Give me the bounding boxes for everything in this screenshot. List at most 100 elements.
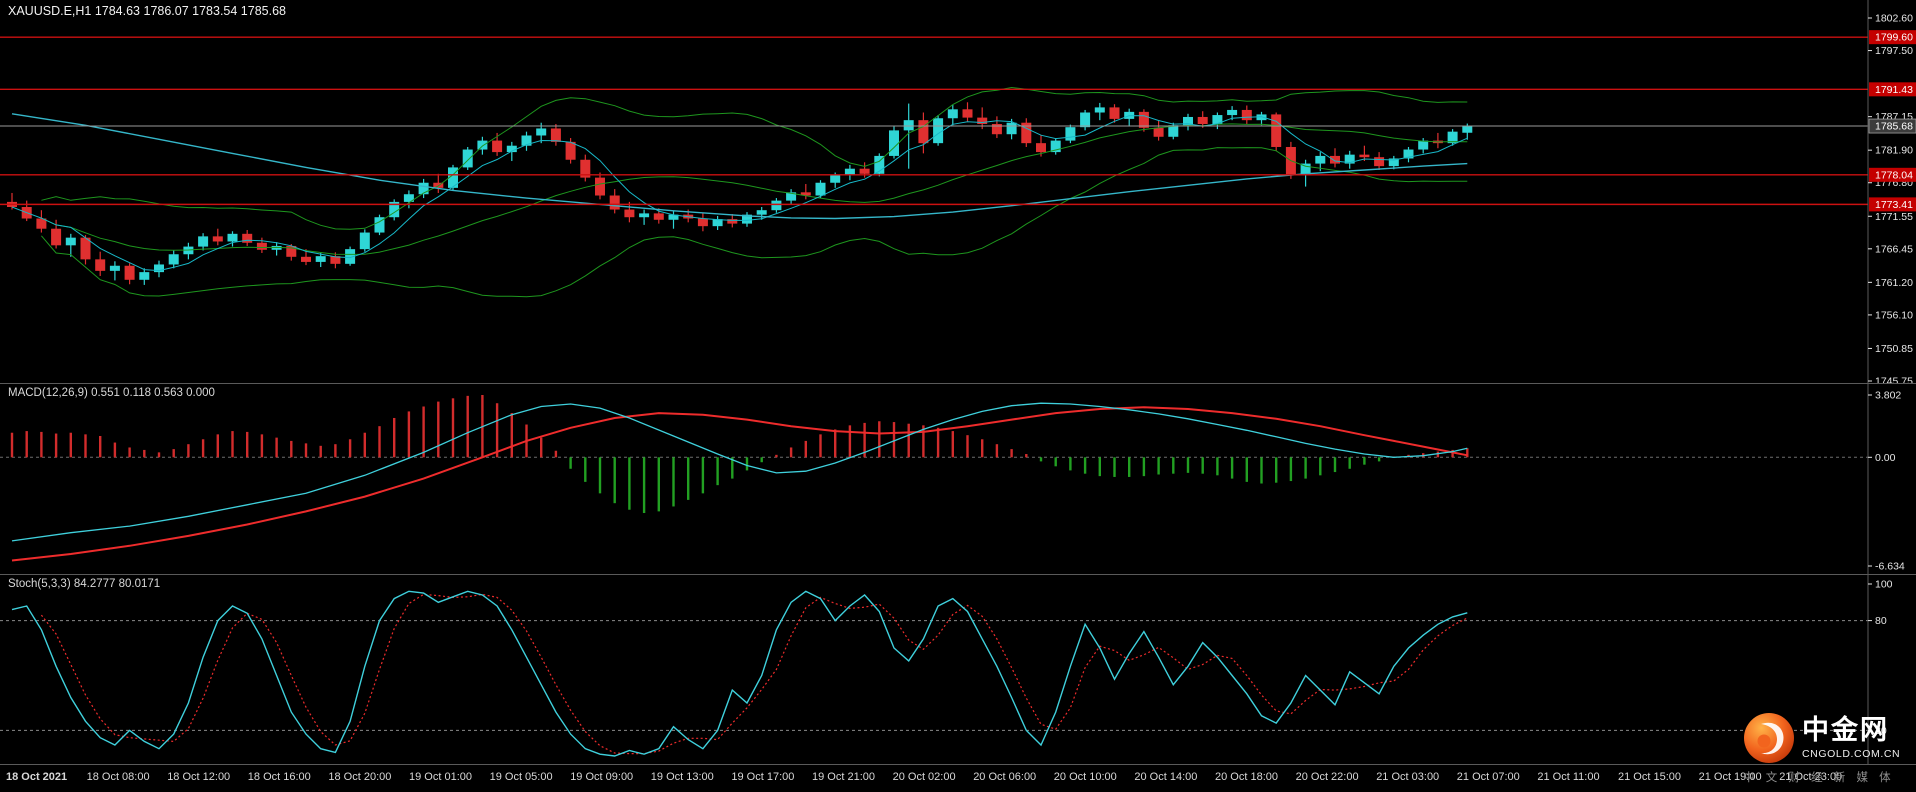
macd-histogram-bar: [863, 422, 866, 458]
time-axis-label: 19 Oct 17:00: [731, 771, 795, 783]
candle-body: [609, 195, 620, 210]
macd-histogram-bar: [187, 444, 190, 458]
macd-histogram-bar: [84, 434, 87, 458]
price-tick-label: 1761.20: [1875, 277, 1913, 289]
candle-body: [595, 177, 605, 196]
candle-body: [1021, 122, 1032, 144]
watermark-texts: 中金网 CNGOLD.COM.CN: [1802, 715, 1901, 760]
macd-histogram-bar: [701, 457, 705, 494]
candle-body: [448, 167, 458, 188]
time-axis[interactable]: 18 Oct 2021 18 Oct 08:00 18 Oct 12:00 18 Oc…: [0, 765, 1916, 792]
macd-histogram-bar: [54, 433, 58, 458]
macd-histogram-bar: [657, 457, 660, 512]
chart-title: XAUUSD.E,H1 1784.63 1786.07 1783.54 1785…: [8, 4, 286, 18]
candle-body: [1241, 109, 1252, 121]
candle-body: [95, 259, 106, 271]
macd-histogram: [10, 395, 1469, 514]
macd-histogram-bar: [1260, 457, 1263, 484]
bollinger-upper-line: [41, 86, 1468, 230]
macd-histogram-bar: [290, 440, 293, 458]
macd-histogram-bar: [966, 435, 969, 458]
level-price-badge: [1869, 197, 1916, 212]
macd-histogram-bar: [1083, 457, 1087, 474]
macd-histogram-bar: [40, 431, 43, 458]
candle-body: [1271, 114, 1282, 147]
time-axis-label: 21 Oct 15:00: [1618, 771, 1681, 783]
price-tick-label: 1745.75: [1875, 376, 1913, 385]
time-axis-label: 18 Oct 20:00: [328, 771, 392, 783]
candle-body: [330, 256, 341, 264]
macd-histogram-bar: [1113, 457, 1116, 477]
candles-series: [7, 102, 1473, 285]
candle-body: [580, 159, 591, 178]
macd-histogram-bar: [10, 432, 14, 458]
cngold-logo-icon: [1744, 713, 1794, 763]
macd-histogram-bar: [1275, 457, 1278, 483]
candle-body: [844, 168, 855, 176]
macd-histogram-bar: [319, 445, 322, 458]
macd-histogram-bar: [642, 457, 646, 514]
macd-histogram-bar: [1069, 457, 1072, 471]
candle-body: [227, 233, 238, 242]
candle-body: [1227, 109, 1238, 116]
stoch-main-line: [11, 590, 1468, 757]
macd-histogram-bar: [892, 422, 896, 458]
watermark: 中金网 CNGOLD.COM.CN 中 文 财 经 新 媒 体: [1743, 712, 1911, 785]
time-axis-label: 20 Oct 22:00: [1295, 771, 1359, 783]
macd-histogram-bar: [451, 398, 455, 458]
macd-tick-label: 3.802: [1875, 390, 1901, 402]
macd-histogram-bar: [834, 429, 837, 458]
candle-body: [506, 145, 517, 153]
macd-histogram-bar: [231, 431, 234, 458]
macd-histogram-bar: [128, 447, 131, 458]
macd-histogram-bar: [745, 457, 749, 471]
macd-histogram-bar: [598, 457, 602, 494]
time-axis-label: 20 Oct 06:00: [973, 771, 1037, 783]
macd-histogram-bar: [760, 457, 763, 463]
level-price-badge-text: 1791.43: [1875, 84, 1913, 96]
candle-body: [36, 218, 47, 229]
candle-body: [550, 128, 561, 142]
price-pane[interactable]: 1802.60 1797.50 1787.15 1781.90 1776.80 1771.…: [0, 0, 1916, 384]
pane-separator[interactable]: [0, 574, 1916, 575]
candle-body: [1183, 116, 1193, 126]
macd-histogram-bar: [1436, 451, 1440, 458]
macd-histogram-bar: [981, 439, 984, 458]
candle-body: [315, 256, 326, 262]
macd-pane[interactable]: 3.802 0.00 -6.634 MACD(12,26,9) 0.551 0.11…: [0, 384, 1916, 574]
candle-body: [933, 118, 944, 144]
candle-body: [1168, 125, 1179, 137]
candle-body: [1330, 155, 1340, 164]
pane-separator[interactable]: [0, 383, 1916, 384]
macd-histogram-bar: [1451, 449, 1454, 458]
macd-histogram-bar: [1098, 457, 1101, 477]
time-axis-label: 20 Oct 18:00: [1215, 771, 1278, 783]
macd-histogram-bar: [628, 457, 631, 510]
macd-histogram-bar: [246, 431, 249, 458]
candle-body: [1359, 154, 1370, 158]
candle-body: [918, 120, 929, 144]
candle-body: [639, 213, 650, 218]
macd-histogram-bar: [99, 435, 102, 458]
candle-body: [1447, 131, 1458, 144]
candle-body: [1462, 126, 1473, 133]
candle-body: [492, 140, 503, 153]
candle-body: [168, 254, 179, 265]
watermark-tagline: 中 文 财 经 新 媒 体: [1743, 772, 1895, 784]
stoch-signal-line: [40, 593, 1468, 755]
macd-histogram-bar: [378, 426, 381, 458]
candle-body: [1197, 116, 1208, 124]
candle-body: [727, 219, 738, 224]
watermark-domain: CNGOLD.COM.CN: [1802, 747, 1901, 760]
macd-histogram-bar: [1304, 457, 1307, 479]
stoch-tick-label: 100: [1875, 579, 1893, 591]
macd-histogram-bar: [1363, 457, 1366, 465]
macd-histogram-bar: [1216, 457, 1219, 476]
time-axis-label: 21 Oct 07:00: [1456, 771, 1520, 783]
candle-body: [800, 192, 811, 196]
stochastic-pane[interactable]: 100 80 20 Stoch(5,3,3) 84.2777 80.0171: [0, 575, 1916, 764]
macd-histogram-bar: [69, 432, 72, 458]
candle-body: [947, 109, 958, 119]
candle-body: [1256, 114, 1267, 121]
